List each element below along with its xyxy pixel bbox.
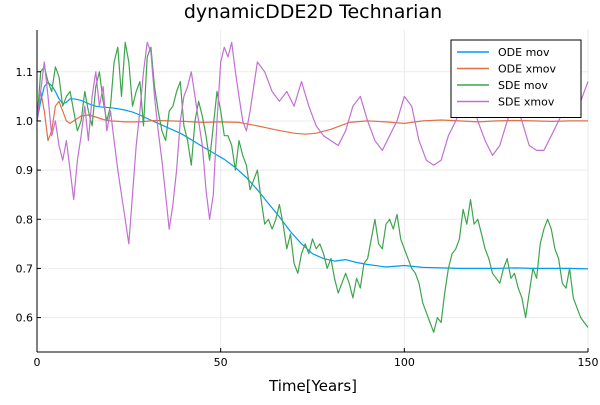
legend-label: ODE mov <box>498 46 550 59</box>
legend-box <box>450 39 582 118</box>
y-tick-label: 1.0 <box>16 115 34 128</box>
legend-label: ODE xmov <box>498 63 557 76</box>
legend: ODE mov ODE xmov SDE mov SDE xmov <box>450 39 582 118</box>
axes <box>36 30 588 353</box>
y-tick-label: 0.7 <box>16 262 34 275</box>
chart-title: dynamicDDE2D Technarian <box>184 1 442 23</box>
series-line-ode-mov <box>36 81 589 270</box>
x-axis-label: Time[Years] <box>268 377 357 395</box>
legend-label: SDE mov <box>498 79 548 92</box>
x-tick-label: 50 <box>214 356 228 369</box>
y-tick-label: 0.9 <box>16 164 34 177</box>
y-tick-label: 0.8 <box>16 213 34 226</box>
y-tick-label: 0.6 <box>16 312 34 325</box>
x-tick-label: 100 <box>394 356 415 369</box>
series-line-sde-mov <box>36 41 589 333</box>
y-tick-label: 1.1 <box>16 66 34 79</box>
x-tick-label: 0 <box>34 356 41 369</box>
tick-labels: 0 50 100 150 0.6 0.7 0.8 0.9 1.0 1.1 <box>16 66 599 369</box>
legend-label: SDE xmov <box>498 96 555 109</box>
x-tick-label: 150 <box>578 356 599 369</box>
